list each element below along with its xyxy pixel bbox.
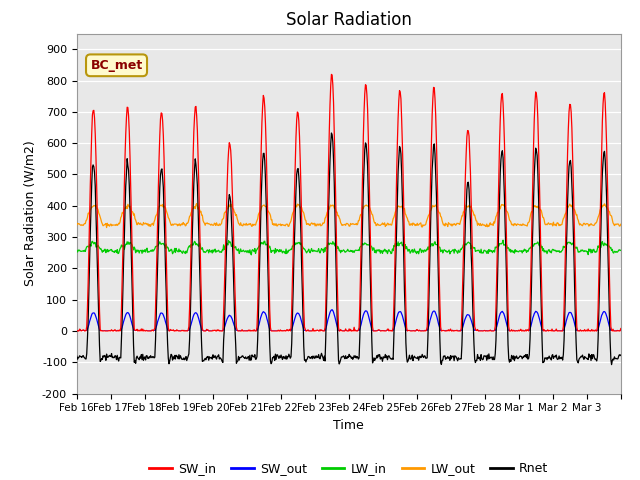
Title: Solar Radiation: Solar Radiation — [286, 11, 412, 29]
Y-axis label: Solar Radiation (W/m2): Solar Radiation (W/m2) — [24, 141, 36, 287]
X-axis label: Time: Time — [333, 419, 364, 432]
Text: BC_met: BC_met — [90, 59, 143, 72]
Legend: SW_in, SW_out, LW_in, LW_out, Rnet: SW_in, SW_out, LW_in, LW_out, Rnet — [145, 457, 553, 480]
